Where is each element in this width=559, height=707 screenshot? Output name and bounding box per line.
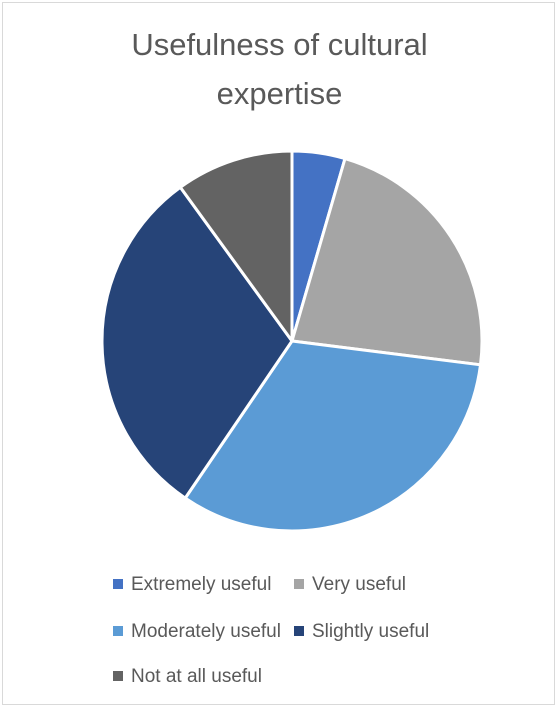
legend-label-very-useful: Very useful: [312, 574, 406, 595]
legend-item-extremely-useful: Extremely useful: [113, 574, 271, 596]
legend-label-slightly-useful: Slightly useful: [312, 621, 429, 642]
legend-swatch-very-useful: [294, 579, 304, 589]
legend-label-extremely-useful: Extremely useful: [131, 574, 271, 595]
legend-swatch-moderately-useful: [113, 626, 123, 636]
legend-swatch-not-at-all-useful: [113, 671, 123, 681]
legend-label-moderately-useful: Moderately useful: [131, 621, 281, 642]
legend-label-not-at-all-useful: Not at all useful: [131, 666, 262, 687]
legend-item-moderately-useful: Moderately useful: [113, 621, 281, 643]
legend-item-not-at-all-useful: Not at all useful: [113, 666, 262, 688]
legend-item-very-useful: Very useful: [294, 574, 406, 596]
legend-swatch-slightly-useful: [294, 626, 304, 636]
legend-item-slightly-useful: Slightly useful: [294, 621, 429, 643]
legend-swatch-extremely-useful: [113, 579, 123, 589]
